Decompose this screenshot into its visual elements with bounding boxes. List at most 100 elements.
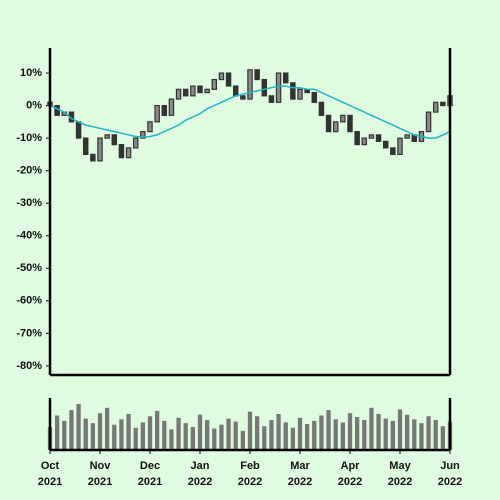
volume-bar [340, 422, 345, 450]
volume-bar [412, 419, 417, 450]
volume-bar [290, 427, 295, 450]
x-tick-label-line: 2022 [288, 476, 312, 488]
candle [182, 88, 189, 97]
volume-bar [62, 420, 67, 450]
x-tick-label: Mar 2022 [288, 460, 312, 488]
x-tick-label-line: Oct [41, 460, 60, 472]
volume-bar [240, 430, 245, 450]
candle [125, 147, 132, 159]
volume-bar [369, 407, 374, 450]
x-tick-label-line: 2022 [338, 476, 362, 488]
volume-bar [319, 415, 324, 450]
x-tick-label: Oct 2021 [38, 460, 62, 488]
x-tick-label-line: 2022 [238, 476, 262, 488]
x-tick-label-line: Nov [90, 460, 112, 472]
candle [340, 114, 346, 123]
volume-bar [397, 409, 403, 450]
volume-bar [390, 420, 395, 450]
candle [347, 114, 353, 133]
candle [168, 98, 175, 116]
volume-bar [176, 417, 181, 450]
volume-bar [312, 420, 317, 450]
y-tick-label: -60% [16, 295, 42, 307]
candle [75, 121, 82, 139]
moving-average-line [49, 85, 451, 139]
volume-bar [276, 413, 281, 450]
candle [161, 104, 168, 116]
candle [82, 137, 89, 155]
candle [275, 72, 282, 103]
volume-bar [405, 414, 410, 450]
candle [404, 134, 410, 139]
volume-bar [362, 420, 367, 450]
volume-bar [297, 417, 303, 450]
candle [375, 134, 382, 142]
candle [240, 95, 246, 100]
candle [90, 153, 96, 162]
volume-bar [212, 428, 217, 450]
volume-bar [105, 407, 110, 450]
candle [197, 85, 203, 94]
volume-bar [69, 410, 74, 450]
x-tick-label-line: Mar [290, 460, 310, 472]
volume-bar [283, 422, 288, 450]
volume-bar [147, 416, 153, 450]
candle [140, 131, 146, 139]
x-tick-label: May 2022 [388, 460, 412, 488]
x-tick-label-line: Dec [140, 460, 160, 472]
volume-bar [233, 421, 238, 450]
candle [247, 69, 253, 100]
x-tick-label-line: 2022 [438, 476, 462, 488]
candle [368, 134, 375, 139]
x-tick-label: Jun 2022 [438, 460, 462, 488]
volume-bar [419, 423, 424, 450]
candle [232, 85, 239, 97]
y-tick-label: -40% [16, 230, 42, 242]
volume-bar [140, 422, 145, 450]
candle [97, 137, 103, 162]
y-tick-label: -30% [16, 197, 42, 209]
volume-bar [126, 413, 131, 450]
candle [297, 88, 303, 100]
volume-bar [247, 411, 253, 450]
volume-bar [255, 416, 260, 450]
x-tick-label-line: Apr [341, 460, 361, 472]
candle [425, 111, 432, 133]
candle [54, 104, 60, 116]
volume-bar [119, 419, 124, 450]
candle [325, 114, 332, 133]
y-tick-label: -10% [16, 132, 42, 144]
candle [225, 72, 232, 87]
candle [175, 88, 182, 100]
candle [132, 137, 139, 149]
volume-bar [269, 420, 274, 450]
candle [190, 85, 196, 97]
candle [397, 137, 403, 155]
volume-bar [190, 427, 195, 450]
candle [382, 140, 389, 149]
x-tick-label-line: 2022 [388, 476, 412, 488]
candle [332, 121, 339, 133]
candle [361, 137, 368, 146]
y-tick-label: 0% [26, 99, 42, 111]
volume-bar [226, 418, 231, 450]
volume-bar [440, 426, 445, 450]
candle [432, 101, 439, 113]
candle [147, 121, 153, 133]
candle [218, 72, 225, 81]
volume-bar [355, 417, 360, 450]
volume-bar [262, 426, 267, 450]
volume-bar [376, 413, 381, 450]
y-tick-label: -20% [16, 165, 42, 177]
volume-bar [90, 423, 95, 450]
volume-bar [305, 423, 310, 450]
x-tick-label-line: Feb [240, 460, 260, 472]
volume-bar [83, 418, 88, 450]
x-tick-label: Dec 2021 [138, 460, 162, 488]
candle [311, 91, 318, 103]
candle [282, 72, 289, 84]
x-tick-label: Apr 2022 [338, 460, 362, 488]
y-tick-label: -70% [16, 327, 42, 339]
volume-bar [197, 414, 203, 450]
